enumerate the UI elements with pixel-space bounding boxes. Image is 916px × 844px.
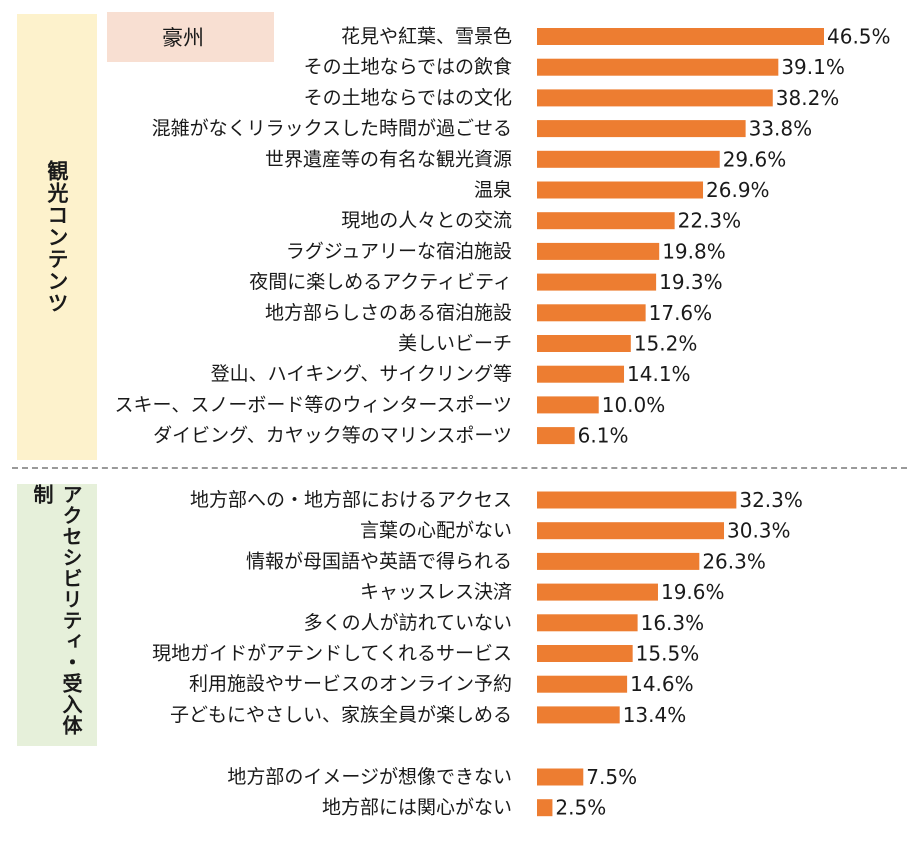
category-label: キャッスレス決済	[360, 581, 512, 603]
value-label: 13.4%	[623, 703, 687, 727]
value-label: 2.5%	[555, 796, 606, 820]
bar	[537, 242, 660, 260]
value-label: 22.3%	[678, 209, 742, 233]
bar	[537, 645, 633, 662]
bar	[537, 273, 657, 291]
bar	[537, 89, 773, 107]
bar	[537, 675, 628, 693]
value-label: 26.3%	[702, 549, 766, 573]
category-label: 利用施設やサービスのオンライン予約	[189, 673, 512, 695]
bar	[537, 181, 704, 199]
region-tag: 豪州	[107, 12, 274, 62]
value-label: 14.6%	[630, 672, 694, 696]
section-label-tourism-content: 観光コンテンツ	[45, 160, 69, 314]
category-label: 情報が母国語や英語で得られる	[246, 550, 512, 572]
bar	[537, 212, 675, 230]
bar	[537, 304, 646, 322]
value-label: 32.3%	[739, 488, 803, 512]
bar	[537, 768, 584, 786]
category-label: ラグジュアリーな宿泊施設	[286, 240, 512, 262]
value-label: 26.9%	[706, 178, 770, 202]
category-label: 温泉	[474, 179, 512, 201]
value-label: 15.2%	[634, 332, 698, 356]
bar	[537, 396, 599, 414]
category-label: 現地ガイドがアテンドしてくれるサービス	[152, 643, 512, 665]
value-label: 30.3%	[727, 519, 791, 543]
value-label: 39.1%	[781, 55, 845, 79]
value-label: 19.6%	[661, 580, 725, 604]
value-label: 6.1%	[578, 424, 629, 448]
category-label: 登山、ハイキング、サイクリング等	[211, 363, 512, 385]
category-label: 言葉の心配がない	[360, 520, 512, 542]
value-label: 19.8%	[662, 239, 726, 263]
bar	[537, 335, 631, 352]
category-label: 夜間に楽しめるアクティビティ	[249, 271, 512, 293]
category-label: 混雑がなくリラックスした時間が過ごせる	[152, 118, 512, 140]
category-label: その土地ならではの飲食	[304, 56, 512, 78]
value-label: 33.8%	[749, 117, 813, 141]
category-label: 多くの人が訪れていない	[304, 612, 512, 634]
value-label: 38.2%	[776, 86, 840, 110]
bar	[537, 120, 746, 138]
category-label: 美しいビーチ	[398, 333, 512, 355]
section-box-accessibility: アクセシビリティ・受入体制	[17, 484, 97, 746]
category-label: 地方部への・地方部におけるアクセス	[190, 489, 512, 511]
bar	[537, 150, 720, 168]
value-label: 10.0%	[602, 393, 666, 417]
bar	[537, 552, 700, 570]
category-label: 地方部のイメージが想像できない	[227, 766, 512, 788]
bar	[537, 58, 779, 76]
category-label: ダイビング、カヤック等のマリンスポーツ	[153, 425, 512, 447]
value-label: 29.6%	[723, 147, 787, 171]
bar	[537, 427, 575, 445]
category-label: その土地ならではの文化	[304, 87, 512, 109]
category-label: 世界遺産等の有名な観光資源	[265, 148, 512, 170]
category-label: 地方部には関心がない	[322, 797, 512, 819]
category-label: 地方部らしさのある宿泊施設	[265, 302, 512, 324]
category-label: スキー、スノーボード等のウィンタースポーツ	[115, 394, 512, 416]
bar	[537, 365, 625, 383]
category-label: 現地の人々との交流	[341, 210, 512, 232]
bar	[537, 522, 725, 540]
bar	[537, 799, 553, 817]
section-divider	[12, 467, 907, 469]
value-label: 15.5%	[636, 642, 700, 666]
category-label: 花見や紅葉、雪景色	[341, 26, 512, 48]
value-label: 17.6%	[649, 301, 713, 325]
value-label: 19.3%	[659, 270, 723, 294]
bar	[537, 706, 620, 724]
value-label: 7.5%	[586, 765, 637, 789]
section-box-tourism-content: 観光コンテンツ	[17, 14, 97, 460]
bar	[537, 583, 658, 601]
value-label: 14.1%	[627, 362, 691, 386]
bar	[537, 614, 638, 632]
bar	[537, 491, 737, 509]
value-label: 16.3%	[641, 611, 705, 635]
category-label: 子どもにやさしい、家族全員が楽しめる	[170, 704, 512, 726]
bar	[537, 28, 824, 45]
section-label-accessibility: アクセシビリティ・受入体制	[30, 484, 83, 736]
value-label: 46.5%	[827, 25, 891, 49]
